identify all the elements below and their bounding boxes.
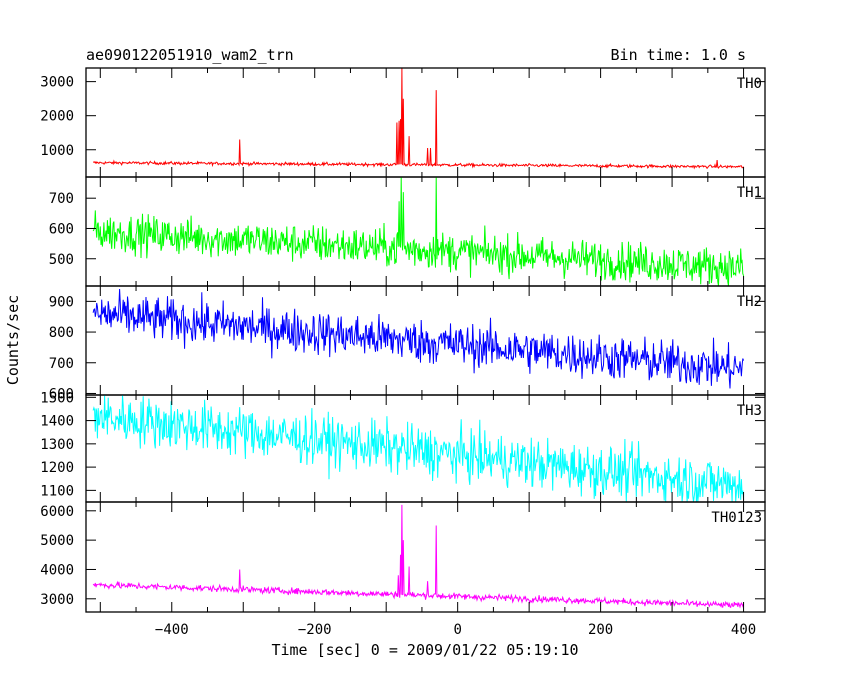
y-tick-label: 700 xyxy=(49,191,74,207)
series-line-th1 xyxy=(92,176,745,287)
x-tick-label: 0 xyxy=(453,622,461,638)
series-line-th0123 xyxy=(92,504,745,609)
y-tick-label: 2000 xyxy=(40,109,74,125)
panel-th1: TH1 500 600 700 xyxy=(49,176,766,287)
y-tick-label: 1100 xyxy=(40,483,74,499)
x-tick-label: 200 xyxy=(588,622,613,638)
y-tick-label: 5000 xyxy=(40,533,74,549)
y-tick-label: 900 xyxy=(49,294,74,310)
y-tick-label: 500 xyxy=(49,252,74,268)
y-tick-label: 700 xyxy=(49,356,74,372)
y-tick-label: 3000 xyxy=(40,592,74,608)
series-line-th3 xyxy=(92,394,745,503)
panel-label: TH3 xyxy=(737,403,762,419)
panel-th0123: TH0123 3000 4000 5000 6000 −400 −200 0 200 400 xyxy=(40,501,766,638)
panel-frame xyxy=(85,67,766,178)
series-line-th0 xyxy=(92,67,744,170)
y-axis-label: Counts/sec xyxy=(4,295,22,385)
y-tick-label: 800 xyxy=(49,325,74,341)
panel-label: TH1 xyxy=(737,185,762,201)
panel-label: TH0 xyxy=(737,76,762,92)
x-tick-label: −200 xyxy=(298,622,332,638)
chart-title: ae090122051910_wam2_trn xyxy=(86,46,294,64)
x-tick-label: −400 xyxy=(155,622,189,638)
y-tick-label: 600 xyxy=(49,221,74,237)
x-tick-label: 400 xyxy=(731,622,756,638)
panel-th0: TH0 1000 2000 3000 xyxy=(40,67,766,178)
x-axis-label: Time [sec] 0 = 2009/01/22 05:19:10 xyxy=(271,641,578,659)
panel-label: TH0123 xyxy=(711,510,762,526)
y-tick-label: 1000 xyxy=(40,143,74,159)
panel-label: TH2 xyxy=(737,294,762,310)
y-tick-label: 1400 xyxy=(40,414,74,430)
bin-time-label: Bin time: 1.0 s xyxy=(611,46,746,64)
panels-group: TH0100020003000TH1500600700TH26007008009… xyxy=(40,67,766,638)
y-tick-label: 600 xyxy=(49,386,74,402)
y-tick-label: 1500 xyxy=(40,390,74,406)
series-line-th2 xyxy=(92,288,745,389)
y-tick-label: 1300 xyxy=(40,437,74,453)
y-tick-label: 1200 xyxy=(40,460,74,476)
y-tick-label: 6000 xyxy=(40,504,74,520)
panel-frame xyxy=(85,501,766,613)
y-tick-label: 4000 xyxy=(40,562,74,578)
y-tick-label: 3000 xyxy=(40,75,74,91)
panel-th2: TH2 600 700 800 900 xyxy=(49,285,766,402)
panel-th3: TH3 1100 1200 1300 1400 1500 xyxy=(40,390,766,503)
